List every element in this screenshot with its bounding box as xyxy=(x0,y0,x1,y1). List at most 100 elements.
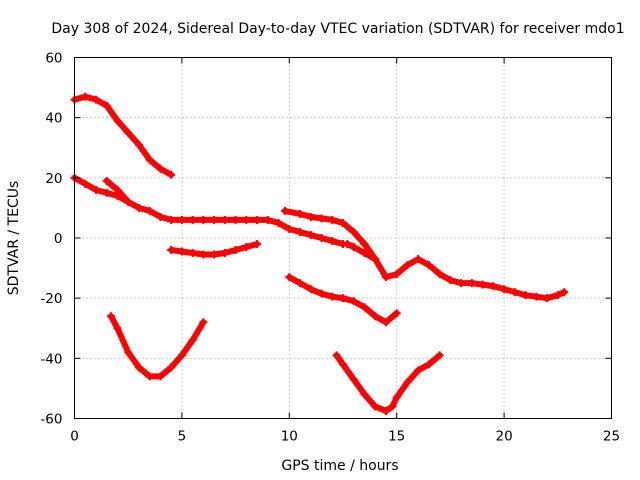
data-point xyxy=(188,215,197,224)
data-point xyxy=(81,92,90,101)
data-point xyxy=(188,336,197,345)
data-point xyxy=(457,279,466,288)
data-point xyxy=(414,366,423,375)
data-point xyxy=(388,402,397,411)
data-point xyxy=(349,297,358,306)
x-tick-label: 0 xyxy=(70,429,79,445)
data-point xyxy=(199,250,208,259)
data-point xyxy=(124,348,133,357)
y-tick-label: 40 xyxy=(45,111,62,127)
data-point xyxy=(81,179,90,188)
data-point xyxy=(435,270,444,279)
data-point xyxy=(124,128,133,137)
data-point xyxy=(210,250,219,259)
data-point xyxy=(102,101,111,110)
data-point xyxy=(167,363,176,372)
data-point xyxy=(274,218,283,227)
data-point xyxy=(349,375,358,384)
data-point xyxy=(435,351,444,360)
data-point xyxy=(500,285,509,294)
data-point xyxy=(107,312,116,321)
data-point xyxy=(124,197,133,206)
data-point xyxy=(403,261,412,270)
x-tick-label: 5 xyxy=(178,429,187,445)
x-tick-label: 10 xyxy=(281,429,298,445)
data-point xyxy=(156,212,165,221)
data-point xyxy=(167,215,176,224)
data-point xyxy=(510,288,519,297)
y-tick-label: 20 xyxy=(45,171,62,187)
data-point xyxy=(424,261,433,270)
data-point xyxy=(371,402,380,411)
data-point xyxy=(167,170,176,179)
data-point xyxy=(156,164,165,173)
data-point xyxy=(253,215,262,224)
data-point xyxy=(349,227,358,236)
data-point xyxy=(360,240,369,249)
data-point xyxy=(489,282,498,291)
data-point xyxy=(134,363,143,372)
y-tick-label: 60 xyxy=(45,51,62,67)
data-point xyxy=(560,288,569,297)
data-point xyxy=(317,289,326,298)
data-point xyxy=(113,116,122,125)
data-point xyxy=(285,273,294,282)
x-tick-label: 20 xyxy=(496,429,513,445)
series-arc-9 xyxy=(333,352,443,414)
data-point xyxy=(339,360,347,369)
data-point xyxy=(177,351,186,360)
data-point xyxy=(91,185,100,194)
data-point xyxy=(446,276,455,285)
y-tick-label: -40 xyxy=(40,351,62,367)
data-point xyxy=(381,273,390,282)
data-point xyxy=(156,372,165,381)
x-axis-label: GPS time / hours xyxy=(281,458,398,474)
data-point xyxy=(199,215,208,224)
data-point xyxy=(220,215,229,224)
data-point xyxy=(349,243,358,252)
data-point xyxy=(414,255,423,264)
data-point xyxy=(113,185,122,194)
data-point xyxy=(371,255,380,264)
data-point xyxy=(113,324,122,333)
data-point xyxy=(199,318,208,327)
data-point xyxy=(281,206,290,215)
data-point xyxy=(306,212,315,221)
data-point xyxy=(220,249,229,258)
data-point xyxy=(339,294,347,303)
data-point xyxy=(134,203,143,212)
data-point xyxy=(403,378,412,387)
data-point xyxy=(231,246,240,255)
data-point xyxy=(242,243,251,252)
data-point xyxy=(91,95,100,104)
data-point xyxy=(521,291,530,300)
data-point xyxy=(339,218,347,227)
data-point xyxy=(306,230,315,239)
data-point xyxy=(296,209,305,218)
data-point xyxy=(360,390,369,399)
series-arc-6 xyxy=(282,207,568,302)
data-point xyxy=(285,224,294,233)
data-point xyxy=(328,215,337,224)
axis-ticks: 0 5 10 15 20 25 -60 -40 -20 0 20 40 60 xyxy=(40,51,620,445)
data-point xyxy=(392,309,401,318)
data-point xyxy=(424,360,433,369)
x-tick-label: 25 xyxy=(603,429,620,445)
data-point xyxy=(360,249,369,258)
y-axis-label: SDTVAR / TECUs xyxy=(6,181,22,296)
data-point xyxy=(145,206,154,215)
data-point xyxy=(231,215,240,224)
data-point xyxy=(306,285,315,294)
data-point xyxy=(343,240,352,249)
data-point xyxy=(392,270,401,279)
series-arc-5 xyxy=(108,313,207,380)
data-point xyxy=(188,249,197,258)
data-point xyxy=(167,246,176,255)
chart-title: Day 308 of 2024, Sidereal Day-to-day VTE… xyxy=(51,21,624,37)
data-point xyxy=(332,351,341,360)
y-tick-label: -20 xyxy=(40,291,62,307)
data-point xyxy=(145,372,154,381)
data-point xyxy=(102,176,111,185)
data-point xyxy=(242,215,251,224)
